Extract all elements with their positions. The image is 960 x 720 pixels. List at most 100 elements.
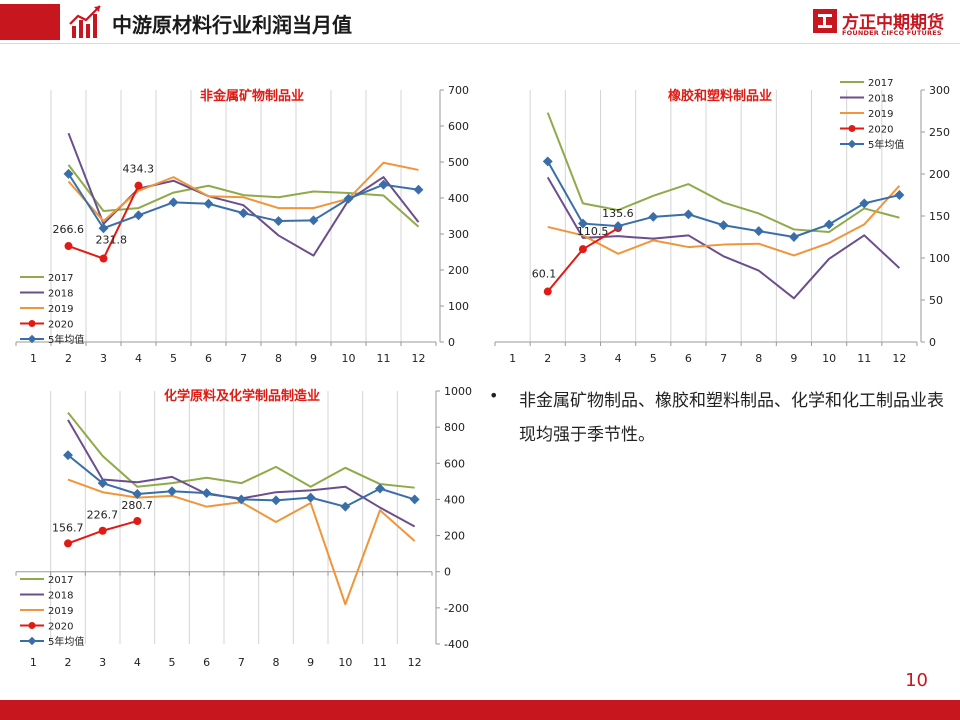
- data-point-2020: [98, 526, 107, 535]
- x-tick-label: 9: [307, 656, 314, 669]
- x-tick-label: 11: [373, 656, 387, 669]
- brand-logo: 方正中期期货 FOUNDER CIFCO FUTURES: [812, 8, 952, 40]
- y-tick-label: 50: [929, 294, 943, 307]
- data-label-2020: 60.1: [532, 268, 557, 281]
- x-tick-label: 5: [170, 352, 177, 365]
- data-point-avg: [413, 184, 424, 195]
- x-tick-label: 7: [720, 352, 727, 365]
- legend-label: 5年均值: [48, 333, 84, 346]
- legend-marker-avg: [847, 139, 857, 149]
- data-point-avg: [98, 223, 109, 234]
- bullet-dot-icon: •: [489, 386, 499, 405]
- data-label-2020: 231.8: [96, 234, 128, 247]
- data-point-avg: [201, 488, 212, 499]
- data-point-avg: [648, 211, 659, 222]
- y-tick-label: -400: [444, 638, 469, 651]
- series-line-2019: [547, 185, 901, 257]
- data-point-avg: [409, 494, 420, 505]
- data-point-avg: [133, 210, 144, 221]
- x-tick-label: 11: [857, 352, 871, 365]
- legend-label: 2019: [868, 109, 893, 120]
- data-point-avg: [340, 501, 351, 512]
- chart-title: 化学原料及化学制品制造业: [164, 388, 320, 404]
- x-tick-label: 6: [685, 352, 692, 365]
- data-point-avg: [788, 232, 799, 242]
- legend-label: 5年均值: [48, 635, 84, 648]
- data-point-avg: [753, 226, 764, 237]
- data-point-avg: [718, 220, 729, 231]
- y-tick-label: 200: [448, 264, 469, 277]
- series-line-2019: [67, 161, 419, 223]
- data-label-2020: 434.3: [123, 163, 155, 176]
- x-tick-label: 12: [412, 352, 426, 365]
- y-tick-label: 150: [929, 210, 950, 223]
- x-tick-label: 1: [509, 352, 516, 365]
- data-point-avg: [167, 486, 177, 497]
- footer-bar: [0, 700, 960, 720]
- legend-marker-2020: [28, 622, 36, 629]
- legend-marker-avg: [27, 636, 37, 646]
- y-tick-label: 100: [448, 300, 469, 313]
- y-tick-label: -200: [444, 602, 469, 615]
- x-tick-label: 7: [238, 656, 245, 669]
- x-tick-label: 7: [240, 352, 247, 365]
- x-tick-label: 6: [205, 352, 212, 365]
- data-point-2020: [133, 516, 142, 525]
- legend-label: 2020: [48, 622, 73, 633]
- y-tick-label: 0: [444, 566, 451, 579]
- data-point-avg: [305, 492, 316, 503]
- slide-header: 中游原材料行业利润当月值 方正中期期货 FOUNDER CIFCO FUTURE…: [0, 0, 960, 44]
- y-tick-label: 400: [444, 493, 465, 506]
- data-label-2020: 266.6: [53, 223, 85, 236]
- y-tick-label: 0: [448, 336, 455, 349]
- x-tick-label: 1: [30, 656, 37, 669]
- data-point-avg: [343, 193, 354, 204]
- y-tick-label: 600: [444, 457, 465, 470]
- rising-chart-icon: [69, 5, 101, 38]
- legend-label: 2017: [868, 78, 893, 89]
- legend-label: 2019: [48, 304, 73, 315]
- legend-label: 2017: [48, 273, 73, 284]
- x-tick-label: 10: [342, 352, 356, 365]
- series-line-2018: [546, 176, 901, 300]
- y-tick-label: 400: [448, 192, 469, 205]
- data-point-avg: [824, 219, 835, 230]
- page-number: 10: [905, 670, 928, 691]
- data-point-avg: [859, 198, 870, 209]
- chart-title: 非金属矿物制品业: [200, 88, 304, 104]
- x-tick-label: 9: [310, 352, 317, 365]
- x-tick-label: 5: [650, 352, 657, 365]
- header-red-block: [0, 4, 60, 40]
- series-line-2017: [546, 112, 900, 233]
- x-tick-label: 12: [892, 352, 906, 365]
- legend-marker-avg: [27, 334, 37, 344]
- x-tick-label: 4: [134, 656, 141, 669]
- legend-marker-2020: [28, 320, 36, 327]
- legend-label: 2019: [48, 606, 73, 617]
- page-title: 中游原材料行业利润当月值: [112, 13, 352, 37]
- bullet-text: 非金属矿物制品、橡胶和塑料制品、化学和化工制品业表现均强于季节性。: [519, 391, 944, 445]
- y-tick-label: 200: [929, 168, 950, 181]
- data-point-2020: [134, 181, 143, 190]
- x-tick-label: 5: [169, 656, 176, 669]
- x-tick-label: 12: [408, 656, 422, 669]
- data-point-avg: [238, 208, 249, 219]
- founder-logo-icon: [813, 9, 837, 33]
- brand-name: 方正中期期货: [842, 13, 944, 33]
- x-tick-label: 2: [65, 352, 72, 365]
- data-point-avg: [271, 495, 281, 506]
- x-tick-label: 9: [790, 352, 797, 365]
- y-tick-label: 200: [444, 530, 465, 543]
- x-tick-label: 8: [755, 352, 762, 365]
- data-label-2020: 110.5: [577, 225, 609, 238]
- y-tick-label: 300: [448, 228, 469, 241]
- y-tick-label: 1000: [444, 385, 472, 398]
- x-tick-label: 8: [273, 656, 280, 669]
- x-tick-label: 3: [99, 656, 106, 669]
- data-point-2020: [64, 539, 72, 548]
- data-label-2020: 280.7: [121, 499, 153, 512]
- x-tick-label: 2: [65, 656, 72, 669]
- legend-label: 2018: [48, 289, 73, 300]
